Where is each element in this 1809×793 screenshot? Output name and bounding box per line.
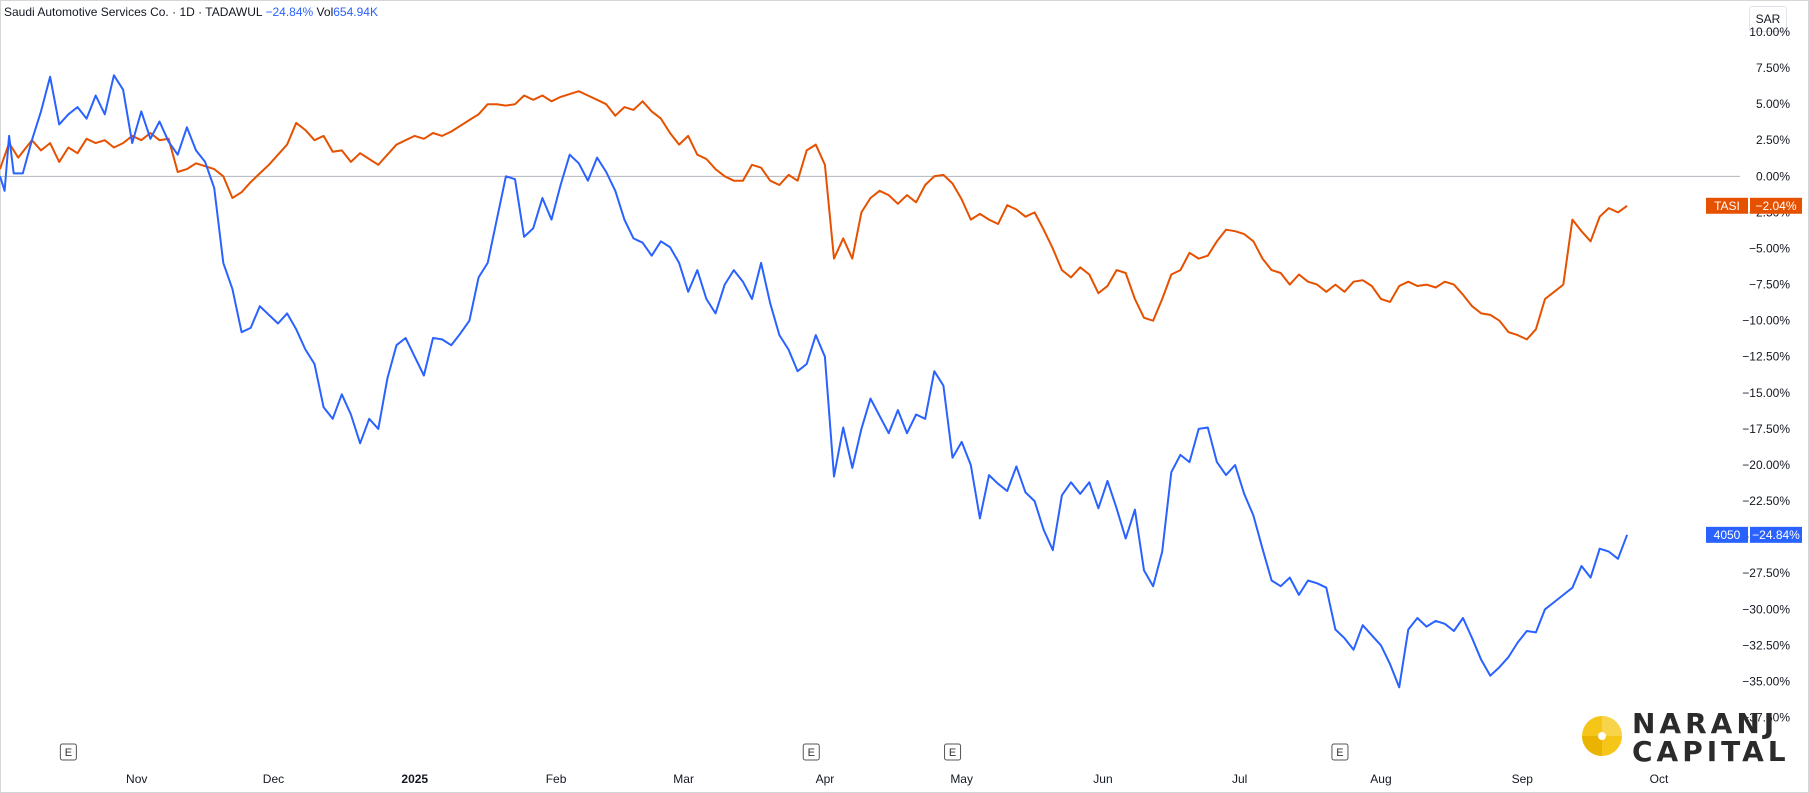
sun-icon bbox=[1582, 716, 1622, 756]
x-tick-label: Oct bbox=[1650, 772, 1669, 786]
currency-button[interactable]: SAR bbox=[1749, 6, 1787, 32]
y-tick-label: −10.00% bbox=[1742, 314, 1790, 328]
badge-symbol: TASI bbox=[1714, 199, 1740, 213]
volume-label: Vol bbox=[316, 5, 334, 19]
y-tick-label: −15.00% bbox=[1742, 386, 1790, 400]
badge-value: −2.04% bbox=[1755, 199, 1796, 213]
x-tick-label: Sep bbox=[1512, 772, 1534, 786]
y-axis: 10.00%7.50%5.00%2.50%0.00%−2.50%−5.00%−7… bbox=[1742, 25, 1790, 725]
symbol-legend[interactable]: Saudi Automotive Services Co. · 1D · TAD… bbox=[4, 5, 378, 19]
y-tick-label: −7.50% bbox=[1749, 278, 1790, 292]
logo-line-1: NARANJ bbox=[1632, 707, 1779, 740]
y-tick-label: −32.50% bbox=[1742, 638, 1790, 652]
y-tick-label: −30.00% bbox=[1742, 602, 1790, 616]
earnings-marker-label: E bbox=[949, 747, 956, 759]
y-tick-label: −37.50% bbox=[1742, 711, 1790, 725]
y-tick-label: −20.00% bbox=[1742, 458, 1790, 472]
y-tick-label: −17.50% bbox=[1742, 422, 1790, 436]
x-tick-label: Apr bbox=[816, 772, 835, 786]
logo-line-2: CAPITAL bbox=[1632, 735, 1790, 768]
earnings-marker-label: E bbox=[1336, 747, 1343, 759]
badge-4050: 4050 −24.84% bbox=[1706, 526, 1802, 543]
last-value-badges: 4050 −24.84% TASI −2.04% bbox=[1706, 197, 1802, 543]
y-tick-label: −5.00% bbox=[1749, 241, 1790, 255]
y-tick-label: 7.50% bbox=[1756, 61, 1790, 75]
y-tick-label: 10.00% bbox=[1749, 25, 1790, 39]
earnings-marker-label: E bbox=[808, 747, 815, 759]
y-tick-label: −27.50% bbox=[1742, 566, 1790, 580]
series-line-tasi bbox=[0, 90, 1628, 341]
x-tick-label: Jul bbox=[1232, 772, 1247, 786]
x-tick-label: Mar bbox=[673, 772, 694, 786]
change-value: −24.84% bbox=[265, 5, 314, 19]
y-tick-label: 5.00% bbox=[1756, 97, 1790, 111]
earnings-marker[interactable]: E bbox=[802, 743, 820, 761]
earnings-marker[interactable]: E bbox=[59, 743, 77, 761]
y-tick-label: −35.00% bbox=[1742, 674, 1790, 688]
x-tick-label: Nov bbox=[126, 772, 147, 786]
badge-symbol: 4050 bbox=[1714, 528, 1741, 542]
symbol-name: Saudi Automotive Services Co. bbox=[4, 5, 169, 19]
earnings-marker[interactable]: E bbox=[1331, 743, 1349, 761]
x-tick-label: Aug bbox=[1370, 772, 1391, 786]
volume-value: 654.94K bbox=[333, 5, 378, 19]
earnings-marker-label: E bbox=[65, 747, 72, 759]
interval-label: 1D bbox=[179, 5, 195, 19]
x-tick-label: Feb bbox=[546, 772, 567, 786]
exchange-label: TADAWUL bbox=[205, 5, 263, 19]
series-line-4050 bbox=[0, 74, 1629, 689]
x-tick-label: Jun bbox=[1093, 772, 1112, 786]
series-lines bbox=[0, 74, 1629, 689]
x-tick-label: May bbox=[950, 772, 973, 786]
y-tick-label: −22.50% bbox=[1742, 494, 1790, 508]
x-axis: Nov Dec 2025 Feb Mar Apr May Jun Jul Aug Sep Oct bbox=[126, 772, 1669, 786]
y-tick-label: 2.50% bbox=[1756, 133, 1790, 147]
y-tick-label: −12.50% bbox=[1742, 350, 1790, 364]
earnings-marker[interactable]: E bbox=[944, 743, 962, 761]
naranj-capital-logo: NARANJ CAPITAL bbox=[1580, 706, 1786, 766]
x-tick-label: 2025 bbox=[401, 772, 428, 786]
x-tick-label: Dec bbox=[263, 772, 284, 786]
y-tick-label: 0.00% bbox=[1756, 169, 1790, 183]
badge-tasi: TASI −2.04% bbox=[1706, 197, 1802, 214]
badge-value: −24.84% bbox=[1752, 528, 1800, 542]
